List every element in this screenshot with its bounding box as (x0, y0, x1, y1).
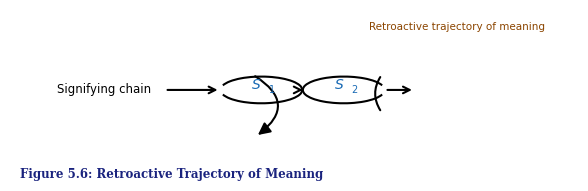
Text: Signifying chain: Signifying chain (57, 83, 151, 96)
FancyArrowPatch shape (375, 77, 380, 110)
Text: Retroactive trajectory of meaning: Retroactive trajectory of meaning (369, 22, 545, 32)
Text: S: S (335, 78, 343, 92)
Text: 2: 2 (351, 85, 357, 95)
Text: 1: 1 (269, 85, 275, 95)
Text: Figure 5.6: Retroactive Trajectory of Meaning: Figure 5.6: Retroactive Trajectory of Me… (20, 168, 323, 181)
Text: S: S (252, 78, 261, 92)
FancyArrowPatch shape (255, 76, 278, 134)
